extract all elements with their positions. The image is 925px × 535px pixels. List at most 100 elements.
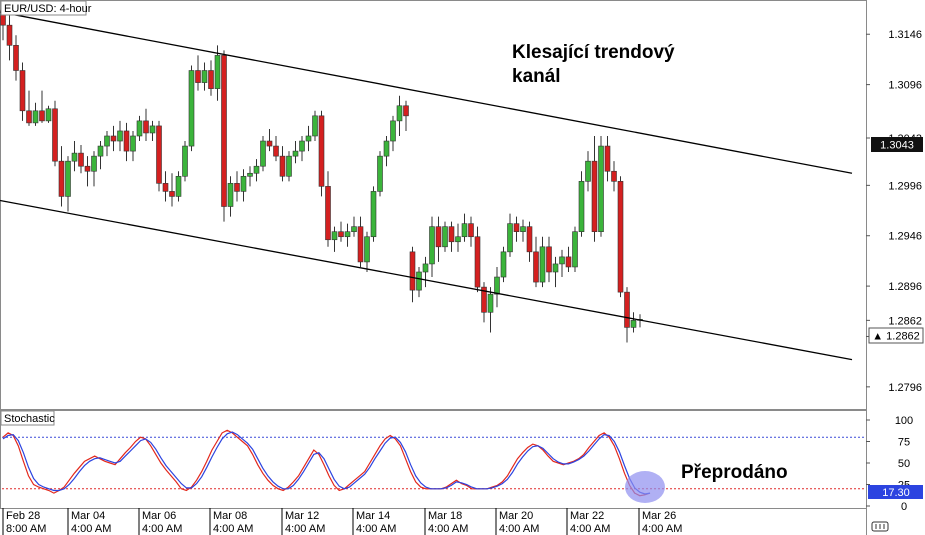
candle-body bbox=[455, 236, 461, 243]
time-date-label: Mar 04 bbox=[71, 510, 105, 522]
candle-body bbox=[195, 70, 201, 83]
channel-lower-line bbox=[0, 199, 853, 361]
time-date-label: Mar 08 bbox=[213, 510, 247, 522]
candle-body bbox=[136, 120, 143, 137]
time-date-label: Feb 28 bbox=[6, 510, 40, 522]
candle-body bbox=[188, 70, 195, 147]
candle-body bbox=[312, 115, 318, 137]
candle-body bbox=[286, 155, 292, 177]
candle-body bbox=[279, 155, 286, 177]
oversold-annotation: Přeprodáno bbox=[681, 462, 788, 483]
candle-body bbox=[143, 120, 149, 134]
stochastic-tick-label: 100 bbox=[895, 415, 913, 427]
candle-body bbox=[481, 286, 487, 313]
price-tick-label: 1.2796 bbox=[888, 382, 922, 394]
time-date-label: Mar 12 bbox=[285, 510, 319, 522]
candle-body bbox=[390, 120, 396, 142]
candle-body bbox=[208, 70, 214, 89]
candle-body bbox=[630, 320, 637, 328]
candle-body bbox=[409, 251, 416, 291]
trend-channel bbox=[0, 11, 853, 361]
candle-body bbox=[305, 135, 312, 142]
candle-body bbox=[442, 226, 448, 248]
candle-body bbox=[377, 155, 383, 192]
candle-body bbox=[214, 55, 221, 89]
candle-body bbox=[52, 108, 58, 162]
candle-body bbox=[78, 152, 84, 167]
candle-body bbox=[247, 172, 253, 177]
candle-body bbox=[221, 55, 227, 207]
candle-body bbox=[624, 291, 630, 328]
candle-body bbox=[110, 135, 117, 142]
candle-body bbox=[58, 160, 65, 197]
price-tick-label: 1.3096 bbox=[888, 80, 922, 92]
candle-body bbox=[130, 135, 136, 152]
stochastic-panel-title-bg bbox=[0, 410, 55, 426]
candle-body bbox=[500, 251, 507, 278]
candle-body bbox=[19, 70, 26, 112]
price-tick-label: 1.2946 bbox=[888, 231, 922, 243]
candle-body bbox=[39, 110, 45, 122]
candle-body bbox=[91, 155, 97, 172]
channel-upper-line bbox=[0, 11, 853, 174]
stochastic-value-badge: 17.30 bbox=[868, 485, 923, 499]
candle-body bbox=[117, 130, 123, 142]
candle-body bbox=[370, 191, 377, 238]
candle-body bbox=[32, 110, 39, 124]
candle-body bbox=[526, 226, 533, 253]
candle-body bbox=[559, 256, 565, 265]
stochastic-k-line bbox=[2, 429, 651, 497]
candle-body bbox=[422, 263, 429, 273]
price-badge-dark: 1.3043 bbox=[871, 137, 923, 152]
time-hour-label: 4:00 AM bbox=[213, 523, 253, 535]
stochastic-lines bbox=[2, 429, 651, 497]
candle-body bbox=[318, 115, 325, 187]
candle-body bbox=[468, 223, 474, 238]
stochastic-panel-frame bbox=[0, 410, 867, 509]
candle-body bbox=[253, 165, 260, 174]
candle-body bbox=[396, 105, 403, 122]
candle-body bbox=[299, 140, 305, 152]
candle-body bbox=[351, 226, 357, 232]
candle-body bbox=[357, 226, 364, 263]
candle-body bbox=[273, 145, 279, 157]
candle-body bbox=[325, 186, 331, 241]
candle-body bbox=[591, 160, 598, 232]
time-date-label: Mar 14 bbox=[356, 510, 390, 522]
candle-body bbox=[104, 135, 110, 147]
stochastic-tick-label: 50 bbox=[898, 458, 910, 470]
scroll-handle-icon[interactable] bbox=[871, 521, 889, 532]
candle-body bbox=[13, 45, 19, 71]
candle-body bbox=[123, 130, 130, 152]
candle-body bbox=[520, 226, 526, 232]
time-date-label: Mar 20 bbox=[499, 510, 533, 522]
stochastic-tick-label: 0 bbox=[901, 501, 907, 513]
candle-body bbox=[182, 145, 188, 177]
candle-body bbox=[403, 105, 409, 117]
candle-body bbox=[578, 181, 585, 232]
candle-body bbox=[572, 231, 578, 268]
candlestick-series bbox=[0, 5, 643, 343]
candle-body bbox=[162, 183, 169, 192]
candle-body bbox=[156, 125, 162, 184]
time-hour-label: 4:00 AM bbox=[642, 523, 682, 535]
time-date-label: Mar 18 bbox=[428, 510, 462, 522]
candle-body bbox=[546, 246, 552, 273]
candle-body bbox=[65, 160, 71, 197]
price-tick-label: 1.2896 bbox=[888, 281, 922, 293]
candle-body bbox=[585, 160, 591, 182]
candle-body bbox=[552, 263, 559, 273]
price-tick-label: 1.2862 bbox=[888, 315, 922, 327]
price-tick-label: 1.3146 bbox=[888, 29, 922, 41]
candle-body bbox=[201, 70, 208, 83]
candle-body bbox=[6, 24, 13, 46]
candle-body bbox=[611, 170, 617, 182]
stochastic-d-line bbox=[2, 431, 651, 495]
candle-body bbox=[338, 231, 344, 238]
candle-body bbox=[149, 125, 156, 134]
price-tick-label: 1.2996 bbox=[888, 180, 922, 192]
trend-channel-annotation: Klesající trendový kanál bbox=[512, 42, 680, 87]
candle-body bbox=[461, 223, 468, 238]
